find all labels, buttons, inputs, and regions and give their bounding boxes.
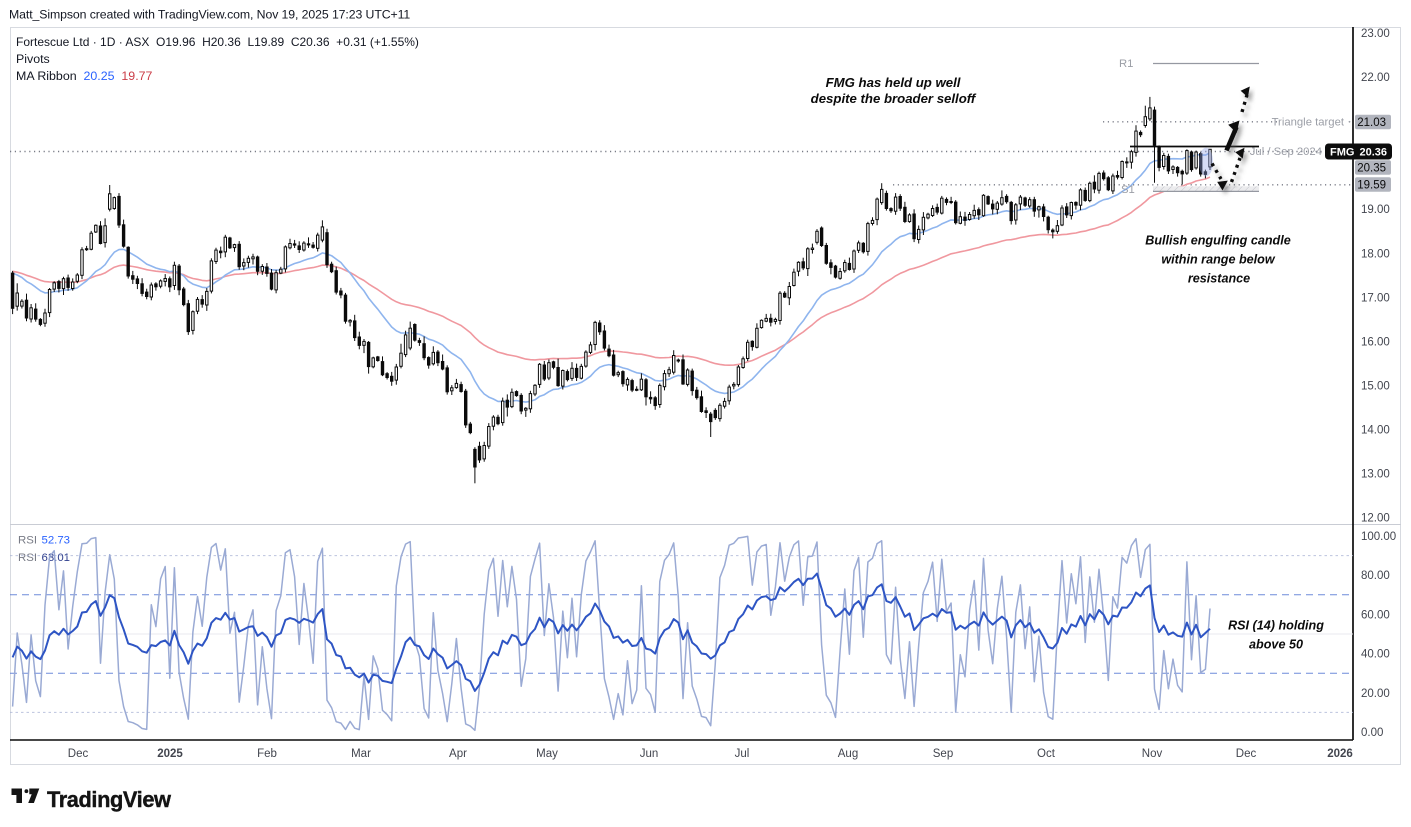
svg-text:20.00: 20.00 — [1361, 688, 1390, 700]
svg-text:FMG: FMG — [1330, 147, 1354, 159]
svg-text:FMG has held up well: FMG has held up well — [826, 75, 961, 90]
svg-text:TradingView: TradingView — [47, 787, 171, 812]
svg-text:Jul / Sep 2024: Jul / Sep 2024 — [1250, 146, 1322, 158]
svg-text:Sep: Sep — [933, 748, 953, 760]
svg-text:R1: R1 — [1119, 58, 1133, 70]
svg-text:0.00: 0.00 — [1361, 727, 1383, 739]
svg-text:14.00: 14.00 — [1361, 425, 1390, 437]
svg-text:Mar: Mar — [351, 748, 371, 760]
svg-text:Fortescue Ltd · 1D · ASX O19.: Fortescue Ltd · 1D · ASX O19.96 H20.36 L… — [16, 35, 419, 49]
svg-text:16.00: 16.00 — [1361, 336, 1390, 348]
svg-text:S1: S1 — [1121, 184, 1135, 196]
svg-text:20.36: 20.36 — [1359, 147, 1387, 159]
svg-text:Dec: Dec — [1236, 748, 1257, 760]
svg-text:18.00: 18.00 — [1361, 248, 1390, 260]
svg-text:Triangle target: Triangle target — [1272, 117, 1345, 129]
svg-text:40.00: 40.00 — [1361, 649, 1390, 661]
svg-text:Bullish engulfing candle: Bullish engulfing candle — [1145, 234, 1291, 248]
svg-text:Nov: Nov — [1142, 748, 1163, 760]
svg-text:May: May — [536, 748, 558, 760]
svg-text:Aug: Aug — [838, 748, 858, 760]
svg-text:21.03: 21.03 — [1357, 117, 1386, 129]
svg-text:100.00: 100.00 — [1361, 531, 1396, 543]
svg-text:above 50: above 50 — [1249, 638, 1303, 652]
svg-text:23.00: 23.00 — [1361, 28, 1390, 40]
svg-text:2025: 2025 — [157, 748, 183, 760]
svg-text:Oct: Oct — [1037, 748, 1056, 760]
svg-text:19.00: 19.00 — [1361, 204, 1390, 216]
svg-text:resistance: resistance — [1188, 272, 1250, 286]
svg-text:19.59: 19.59 — [1357, 180, 1386, 192]
svg-text:MA Ribbon 20.25 19.77: MA Ribbon 20.25 19.77 — [16, 69, 153, 83]
svg-text:60.00: 60.00 — [1361, 609, 1390, 621]
svg-text:15.00: 15.00 — [1361, 381, 1390, 393]
svg-text:17.00: 17.00 — [1361, 292, 1390, 304]
svg-text:22.00: 22.00 — [1361, 72, 1390, 84]
svg-text:within range below: within range below — [1161, 253, 1276, 267]
svg-text:12.00: 12.00 — [1361, 513, 1390, 525]
svg-text:20.35: 20.35 — [1357, 162, 1386, 174]
svg-text:Jul: Jul — [735, 748, 750, 760]
svg-text:80.00: 80.00 — [1361, 570, 1390, 582]
svg-text:Feb: Feb — [257, 748, 277, 760]
svg-text:2026: 2026 — [1327, 748, 1353, 760]
svg-text:despite the broader selloff: despite the broader selloff — [811, 91, 977, 106]
svg-text:RSI (14) holding: RSI (14) holding — [1228, 619, 1324, 633]
svg-text:13.00: 13.00 — [1361, 469, 1390, 481]
svg-text:Apr: Apr — [449, 748, 467, 760]
svg-text:Pivots: Pivots — [16, 52, 50, 66]
svg-text:Matt_Simpson created with Trad: Matt_Simpson created with TradingView.co… — [9, 8, 410, 22]
svg-text:Dec: Dec — [68, 748, 89, 760]
svg-text:Jun: Jun — [640, 748, 659, 760]
